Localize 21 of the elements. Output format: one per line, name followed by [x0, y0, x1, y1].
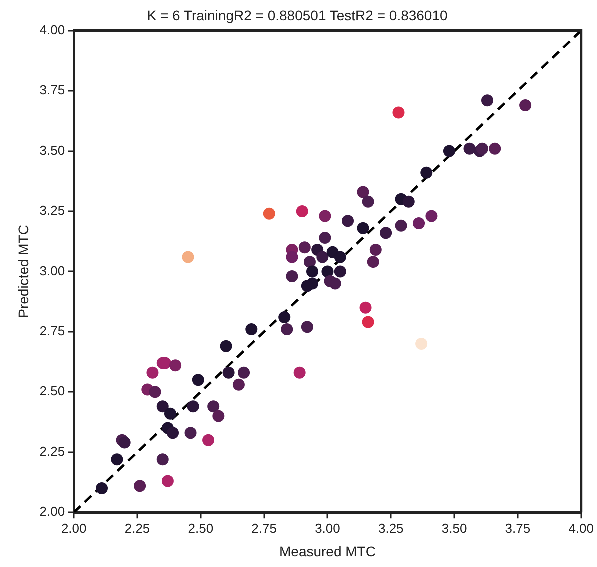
x-tick-label: 2.25: [124, 520, 150, 536]
x-tick-label: 3.75: [505, 520, 531, 536]
y-tick-label: 2.50: [40, 384, 66, 399]
x-tick-label: 4.00: [568, 520, 594, 536]
y-tick-label: 4.00: [40, 22, 66, 38]
x-tick-label: 3.00: [315, 520, 340, 536]
y-axis-title: Predicted MTC: [15, 225, 32, 318]
chart-title: K = 6 TrainingR2 = 0.880501 TestR2 = 0.836010: [147, 7, 448, 24]
y-tick-label: 2.25: [40, 444, 66, 459]
x-axis-title: Measured MTC: [279, 543, 376, 560]
x-tick-label: 2.50: [188, 520, 214, 536]
x-tick-label: 3.50: [442, 520, 468, 536]
y-tick-label: 3.75: [40, 82, 66, 98]
x-tick-label: 2.00: [61, 520, 87, 536]
y-tick-label: 3.50: [40, 142, 66, 158]
y-tick-label: 2.00: [40, 504, 66, 520]
x-tick-label: 3.25: [378, 520, 404, 536]
y-tick-label: 3.00: [40, 263, 66, 278]
y-tick-label: 2.75: [40, 324, 66, 339]
x-tick-label: 2.75: [252, 520, 277, 536]
y-tick-label: 3.25: [40, 203, 66, 218]
